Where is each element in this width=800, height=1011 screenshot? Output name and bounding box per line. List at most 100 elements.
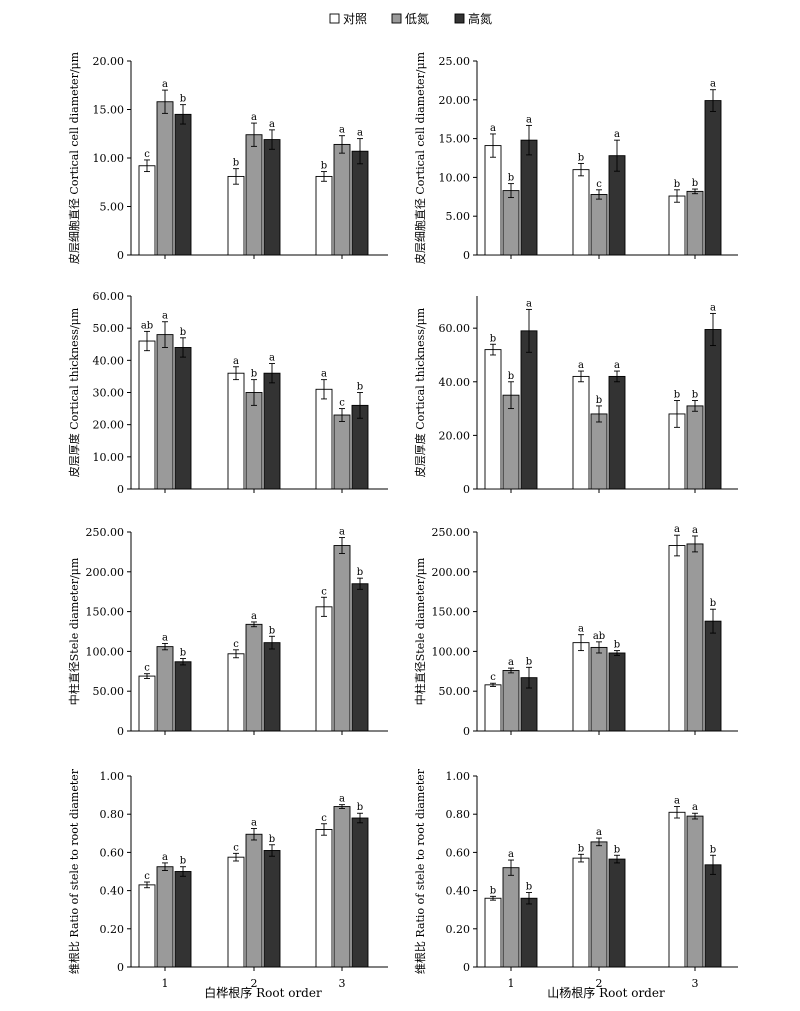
y-tick-label: 15.00 (93, 104, 125, 117)
y-axis-title: 皮层厚度 Cortical thickness/μm (67, 307, 81, 477)
bar-control (572, 375, 590, 490)
y-tick-label: 0 (117, 961, 124, 974)
significance-letter: a (596, 827, 602, 838)
significance-letter: b (526, 882, 532, 893)
significance-letter: c (233, 842, 239, 853)
significance-letter: a (162, 79, 168, 90)
significance-letter: c (144, 149, 150, 160)
significance-letter: b (269, 834, 275, 845)
significance-letter: b (357, 382, 363, 393)
y-tick-label: 0 (463, 249, 470, 262)
bar-control (227, 175, 245, 256)
legend-label-low-n: 低氮 (405, 11, 429, 26)
significance-letter: a (692, 525, 698, 536)
y-tick-label: 250.00 (432, 526, 471, 539)
bar-low-n (502, 867, 520, 968)
bar-high-n (704, 100, 722, 256)
legend-swatch-low-n (391, 13, 402, 24)
legend-label-high-n: 高氮 (468, 11, 492, 26)
y-tick-label: 0.20 (446, 923, 471, 936)
chart-panel-5: 0 50.00 100.00 150.00 200.00 250.00 中柱直径Stele … (67, 526, 388, 738)
significance-letter: a (526, 114, 532, 125)
significance-letter: b (508, 371, 514, 382)
significance-letter: a (674, 796, 680, 807)
y-tick-label: 100.00 (86, 645, 125, 658)
significance-letter: a (710, 302, 716, 313)
bar-low-n (245, 134, 263, 256)
chart-panel-7: 0 0.20 0.40 0.60 0.80 1.00 维根比 Ratio of stele … (67, 768, 388, 990)
bar-high-n (263, 139, 281, 256)
significance-letter: b (578, 152, 584, 163)
bar-control (572, 857, 590, 968)
significance-letter: b (710, 598, 716, 609)
significance-letter: a (269, 353, 275, 364)
chart-panel-2: 0 5.00 10.00 15.00 20.00 25.00 皮层细胞直径 Cortical… (413, 51, 738, 264)
y-tick-label: 60.00 (93, 290, 125, 303)
y-tick-label: 0 (463, 961, 470, 974)
significance-letter: a (614, 129, 620, 140)
significance-letter: b (508, 173, 514, 184)
bar-low-n (333, 143, 351, 256)
significance-letter: a (526, 298, 532, 309)
y-tick-label: 20.00 (439, 429, 471, 442)
significance-letter: c (144, 663, 150, 674)
bar-high-n (520, 139, 538, 256)
y-tick-label: 40.00 (93, 354, 125, 367)
bar-control (484, 145, 502, 256)
significance-letter: b (180, 327, 186, 338)
chart-panel-8: 0 0.20 0.40 0.60 0.80 1.00 维根比 Ratio of stele … (413, 768, 738, 990)
bar-control (315, 606, 333, 732)
bar-control (668, 195, 686, 256)
significance-letter: a (162, 852, 168, 863)
legend-swatch-high-n (454, 13, 465, 24)
significance-letter: ab (141, 320, 153, 331)
y-tick-label: 0.80 (100, 808, 125, 821)
y-tick-label: 10.00 (439, 171, 471, 184)
bar-low-n (686, 543, 704, 732)
y-tick-label: 10.00 (93, 152, 125, 165)
significance-letter: c (490, 672, 496, 683)
y-axis-title: 皮层厚度 Cortical thickness/μm (413, 307, 427, 477)
y-tick-label: 1.00 (100, 770, 125, 783)
significance-letter: a (162, 632, 168, 643)
bar-control (315, 388, 333, 490)
bar-control (315, 175, 333, 256)
legend-swatch-control (329, 13, 340, 24)
y-tick-label: 0 (117, 249, 124, 262)
significance-letter: b (357, 567, 363, 578)
y-tick-label: 0 (463, 483, 470, 496)
significance-letter: a (251, 112, 257, 123)
bar-low-n (590, 194, 608, 256)
y-axis-title: 皮层细胞直径 Cortical cell diameter/μm (67, 51, 81, 264)
bar-low-n (590, 841, 608, 968)
y-tick-label: 200.00 (86, 566, 125, 579)
bar-low-n (333, 414, 351, 490)
legend-label-control: 对照 (343, 12, 367, 26)
significance-letter: b (269, 625, 275, 636)
bar-control (227, 372, 245, 490)
y-tick-label: 20.00 (439, 94, 471, 107)
y-axis-title: 维根比 Ratio of stele to root diameter (413, 768, 427, 974)
panels: 0 5.00 10.00 15.00 20.00 皮层细胞直径 Cortical cell… (67, 51, 738, 990)
bar-high-n (351, 583, 369, 732)
y-tick-label: 0 (117, 483, 124, 496)
significance-letter: b (490, 885, 496, 896)
bar-low-n (590, 413, 608, 490)
x-category-label: 1 (508, 977, 515, 990)
significance-letter: a (233, 356, 239, 367)
bar-low-n (156, 866, 174, 968)
y-tick-label: 50.00 (93, 685, 125, 698)
significance-letter: b (710, 844, 716, 855)
significance-letter: a (321, 369, 327, 380)
chart-panel-3: 0 10.00 20.00 30.00 40.00 50.00 60.00 皮层厚度 Cort… (67, 290, 388, 496)
significance-letter: a (269, 119, 275, 130)
significance-letter: a (674, 524, 680, 535)
y-tick-label: 25.00 (439, 55, 471, 68)
y-tick-label: 0.60 (446, 846, 471, 859)
y-tick-label: 5.00 (446, 210, 471, 223)
bar-high-n (704, 329, 722, 490)
significance-letter: a (508, 657, 514, 668)
bar-control (572, 169, 590, 256)
bar-high-n (174, 871, 192, 968)
y-axis-title: 维根比 Ratio of stele to root diameter (67, 768, 81, 974)
